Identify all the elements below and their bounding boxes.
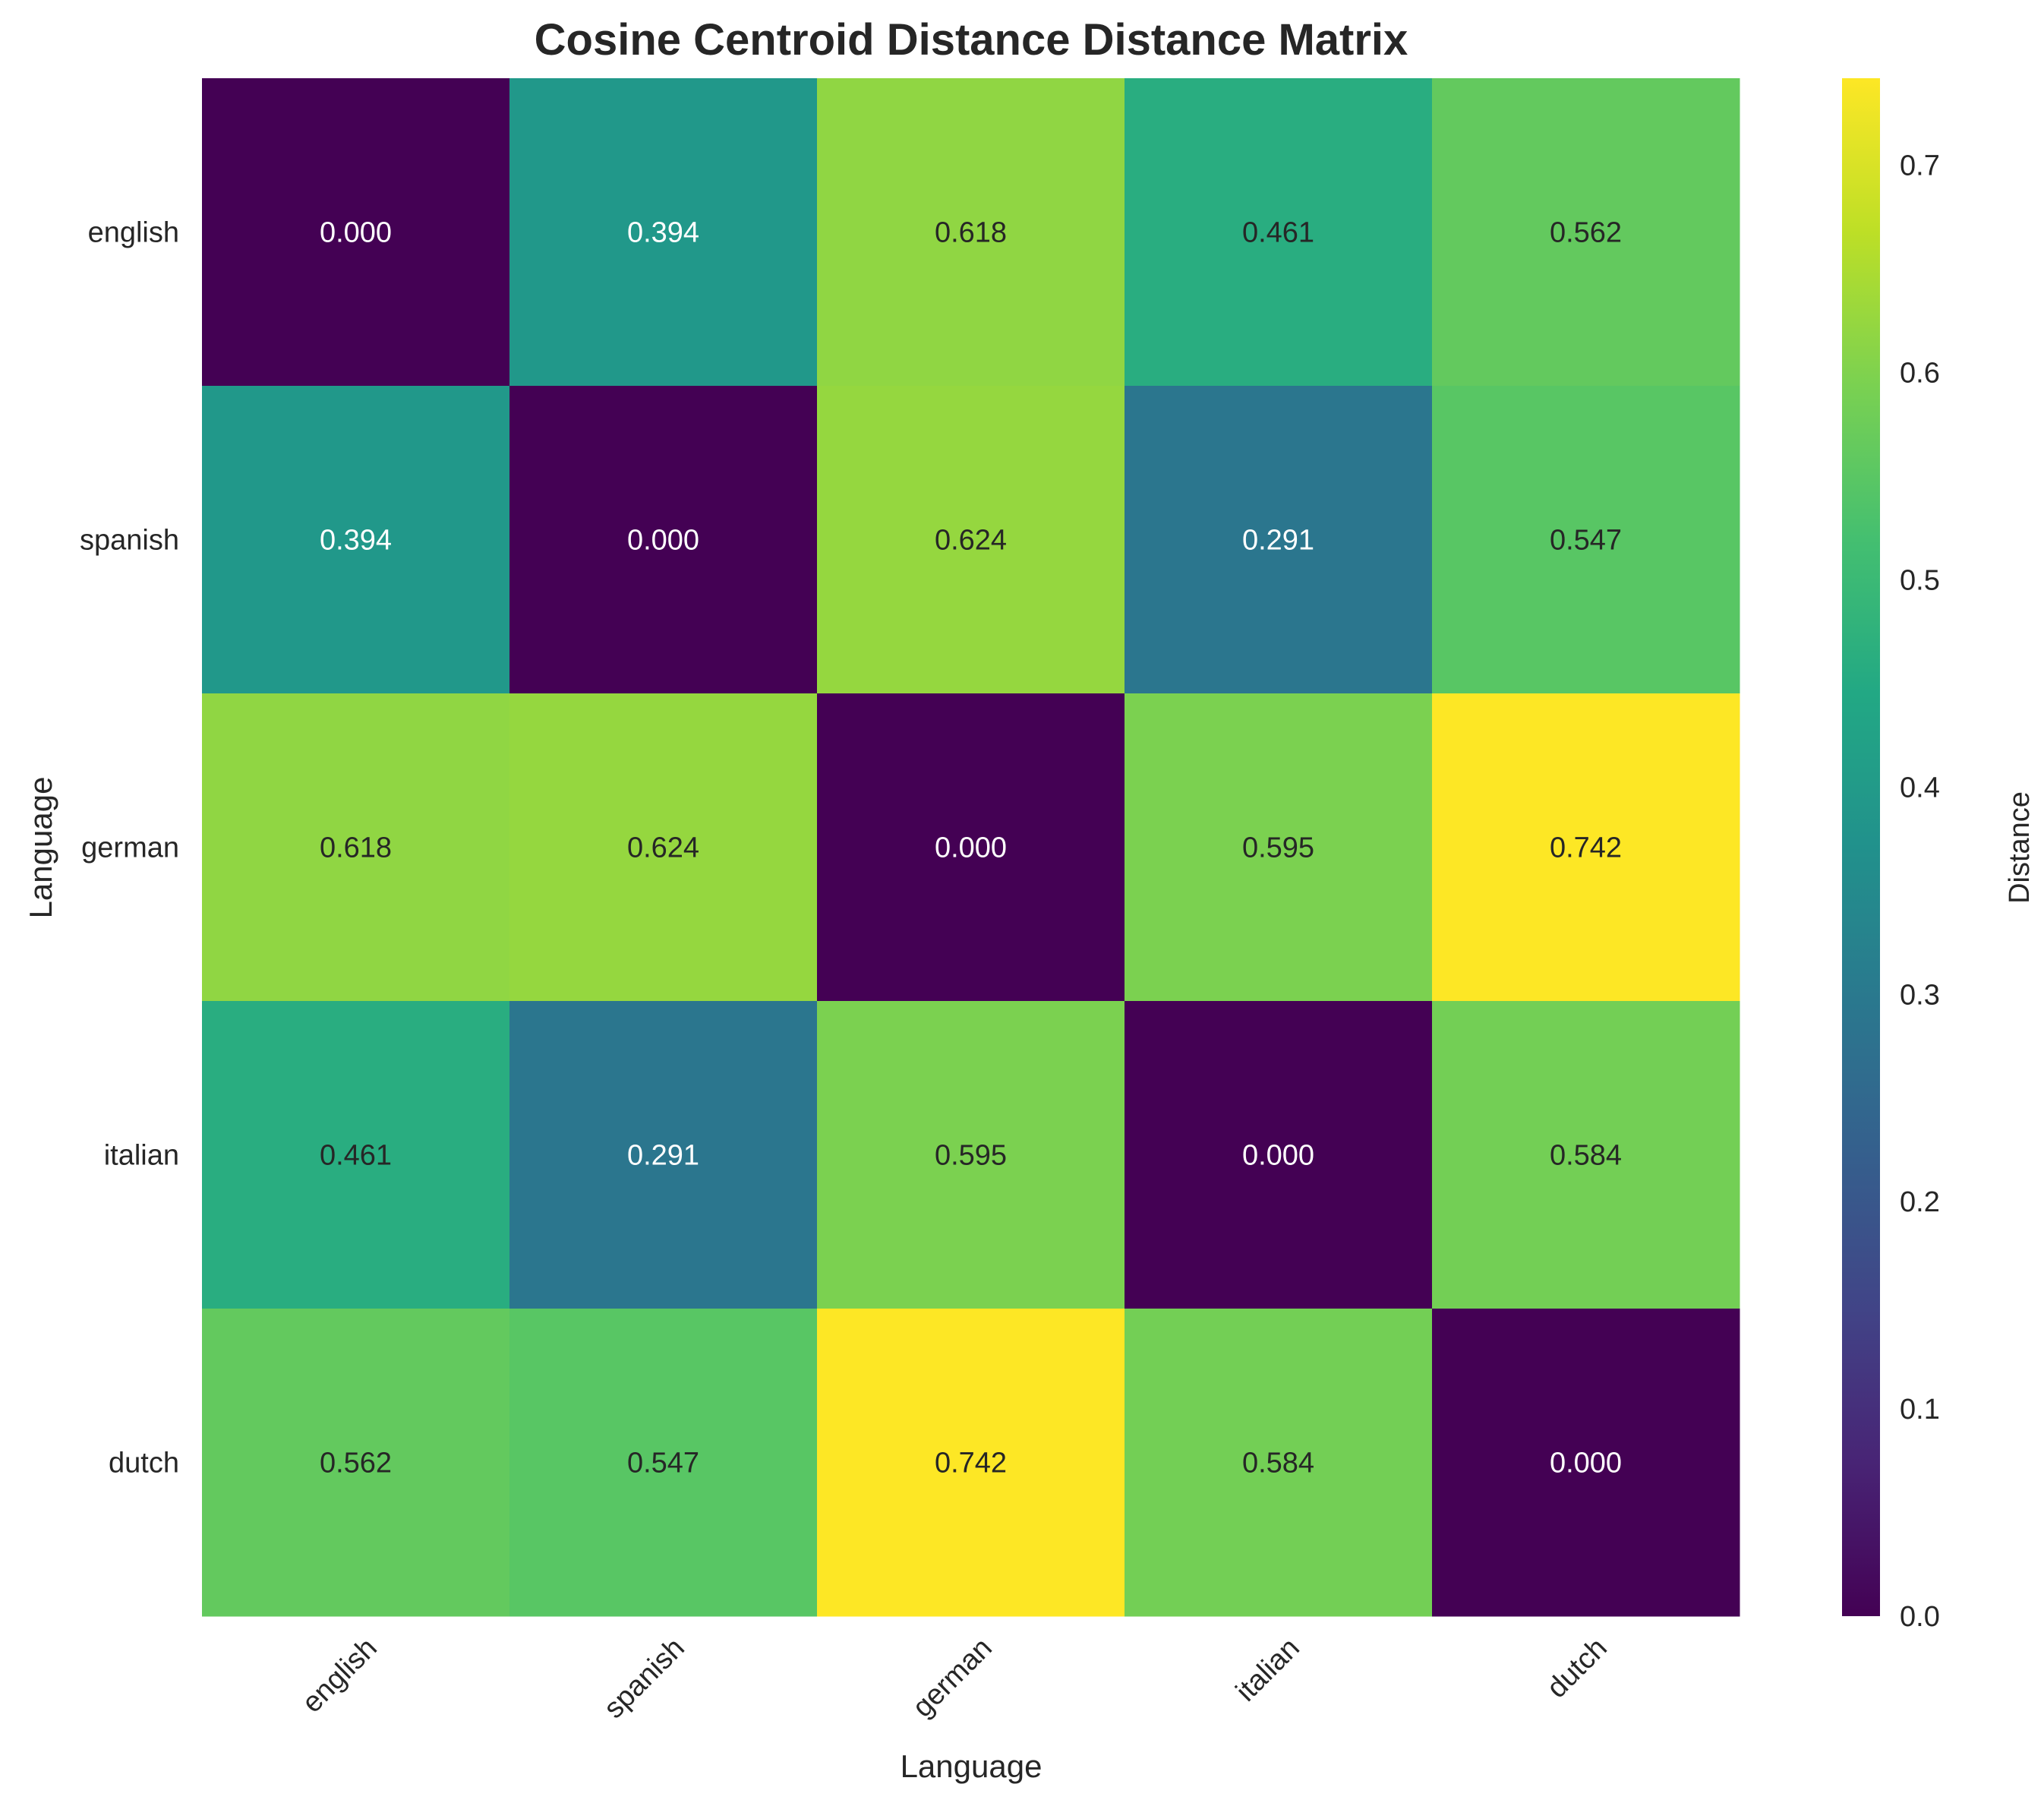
heatmap-cell [1125, 1001, 1433, 1309]
heatmap-cell [817, 78, 1125, 387]
y-tick-label: english [88, 217, 179, 249]
heatmap-cell [202, 1309, 510, 1617]
y-tick-label: italian [104, 1140, 179, 1172]
colorbar-tick-label: 0.3 [1900, 979, 1940, 1011]
colorbar-tick-label: 0.5 [1900, 564, 1940, 596]
cell-value-label: 0.000 [627, 525, 699, 557]
x-tick-label: italian [1230, 1632, 1306, 1708]
cell-value-label: 0.000 [935, 832, 1007, 864]
heatmap-cell [817, 1001, 1125, 1309]
cell-value-label: 0.618 [320, 832, 392, 864]
heatmap-cell [202, 693, 510, 1002]
cell-value-label: 0.547 [627, 1448, 699, 1479]
colorbar-tick-label: 0.0 [1900, 1601, 1940, 1633]
y-tick-label: spanish [80, 525, 179, 557]
heatmap-cell [509, 78, 818, 387]
x-tick-label: english [296, 1632, 383, 1719]
x-axis-ticks: english spanish german italian dutch [296, 1632, 1613, 1725]
heatmap-cell [202, 1001, 510, 1309]
heatmap-cell [1432, 78, 1740, 387]
y-axis-label: Language [23, 777, 58, 919]
heatmap-cell [1125, 693, 1433, 1002]
heatmap-cell [817, 1309, 1125, 1617]
heatmap-cell [1125, 386, 1433, 694]
x-axis-label: Language [901, 1748, 1043, 1784]
cell-value-label: 0.584 [1242, 1448, 1314, 1479]
chart-title: Cosine Centroid Distance Distance Matrix [535, 15, 1408, 65]
x-tick-label: spanish [598, 1632, 691, 1725]
colorbar-tick-label: 0.1 [1900, 1394, 1940, 1426]
cell-value-label: 0.742 [1550, 832, 1622, 864]
heatmap-cells [202, 78, 1740, 1617]
heatmap-cell [509, 693, 818, 1002]
y-tick-label: german [81, 832, 179, 864]
heatmap-cell [202, 78, 510, 387]
cell-value-label: 0.000 [1550, 1448, 1622, 1479]
cell-value-label: 0.461 [320, 1140, 392, 1172]
colorbar-gradient [1842, 78, 1880, 1616]
colorbar-tick-label: 0.6 [1900, 358, 1940, 390]
cell-value-label: 0.624 [627, 832, 699, 864]
cell-value-label: 0.394 [627, 217, 699, 249]
heatmap-cell [1432, 693, 1740, 1002]
cell-value-label: 0.562 [320, 1448, 392, 1479]
heatmap-cell [1432, 1309, 1740, 1617]
cell-value-label: 0.000 [1242, 1140, 1314, 1172]
colorbar: 0.0 0.1 0.2 0.3 0.4 0.5 0.6 0.7 [1842, 78, 1940, 1633]
cell-value-label: 0.000 [320, 217, 392, 249]
heatmap-cell [1125, 1309, 1433, 1617]
heatmap-cell [509, 386, 818, 694]
heatmap-cell [1432, 1001, 1740, 1309]
x-tick-label: dutch [1541, 1632, 1613, 1704]
heatmap-cell [817, 693, 1125, 1002]
cell-value-label: 0.291 [1242, 525, 1314, 557]
cell-value-label: 0.291 [627, 1140, 699, 1172]
cell-value-label: 0.562 [1550, 217, 1622, 249]
heatmap-cell [1125, 78, 1433, 387]
y-tick-label: dutch [109, 1448, 179, 1479]
cell-value-label: 0.394 [320, 525, 392, 557]
y-axis-ticks: english spanish german italian dutch [80, 217, 179, 1479]
heatmap-cell [509, 1001, 818, 1309]
heatmap-cell-labels: 0.000 0.394 0.618 0.461 0.562 0.394 0.000 0.624… [320, 217, 1622, 1479]
colorbar-tick-label: 0.2 [1900, 1186, 1940, 1218]
cell-value-label: 0.595 [935, 1140, 1007, 1172]
heatmap-cell [509, 1309, 818, 1617]
heatmap-cell [202, 386, 510, 694]
heatmap-cell [817, 386, 1125, 694]
colorbar-label: Distance [2004, 791, 2036, 904]
x-tick-label: german [907, 1632, 998, 1724]
heatmap-cell [1432, 386, 1740, 694]
cell-value-label: 0.618 [935, 217, 1007, 249]
cell-value-label: 0.624 [935, 525, 1007, 557]
colorbar-tick-label: 0.4 [1900, 772, 1940, 804]
cell-value-label: 0.742 [935, 1448, 1007, 1479]
cell-value-label: 0.584 [1550, 1140, 1622, 1172]
cell-value-label: 0.547 [1550, 525, 1622, 557]
colorbar-tick-label: 0.7 [1900, 150, 1940, 182]
cell-value-label: 0.595 [1242, 832, 1314, 864]
cell-value-label: 0.461 [1242, 217, 1314, 249]
